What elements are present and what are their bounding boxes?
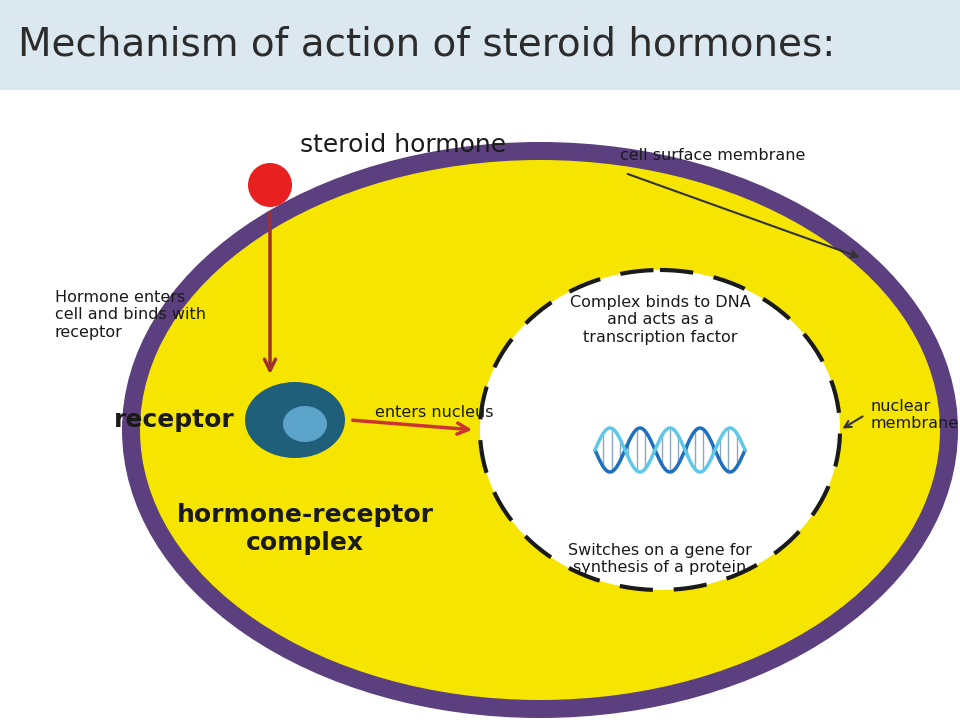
Text: Complex binds to DNA
and acts as a
transcription factor: Complex binds to DNA and acts as a trans… (569, 295, 751, 345)
Circle shape (248, 163, 292, 207)
Ellipse shape (480, 270, 840, 590)
Text: Hormone enters
cell and binds with
receptor: Hormone enters cell and binds with recep… (55, 290, 206, 340)
Bar (0, 0, 960, 90)
Text: Switches on a gene for
synthesis of a protein: Switches on a gene for synthesis of a pr… (568, 543, 752, 575)
Ellipse shape (122, 142, 958, 718)
Text: hormone-receptor
complex: hormone-receptor complex (177, 503, 434, 555)
Text: nuclear
membrane: nuclear membrane (870, 399, 958, 431)
Text: enters nucleus: enters nucleus (375, 405, 493, 420)
Text: steroid hormone: steroid hormone (300, 133, 506, 157)
Text: receptor: receptor (114, 408, 235, 432)
Bar (0, 90, 960, 720)
Text: Mechanism of action of steroid hormones:: Mechanism of action of steroid hormones: (18, 26, 835, 64)
Text: cell surface membrane: cell surface membrane (620, 148, 805, 163)
Ellipse shape (283, 406, 327, 442)
Ellipse shape (245, 382, 345, 458)
Ellipse shape (140, 160, 940, 700)
